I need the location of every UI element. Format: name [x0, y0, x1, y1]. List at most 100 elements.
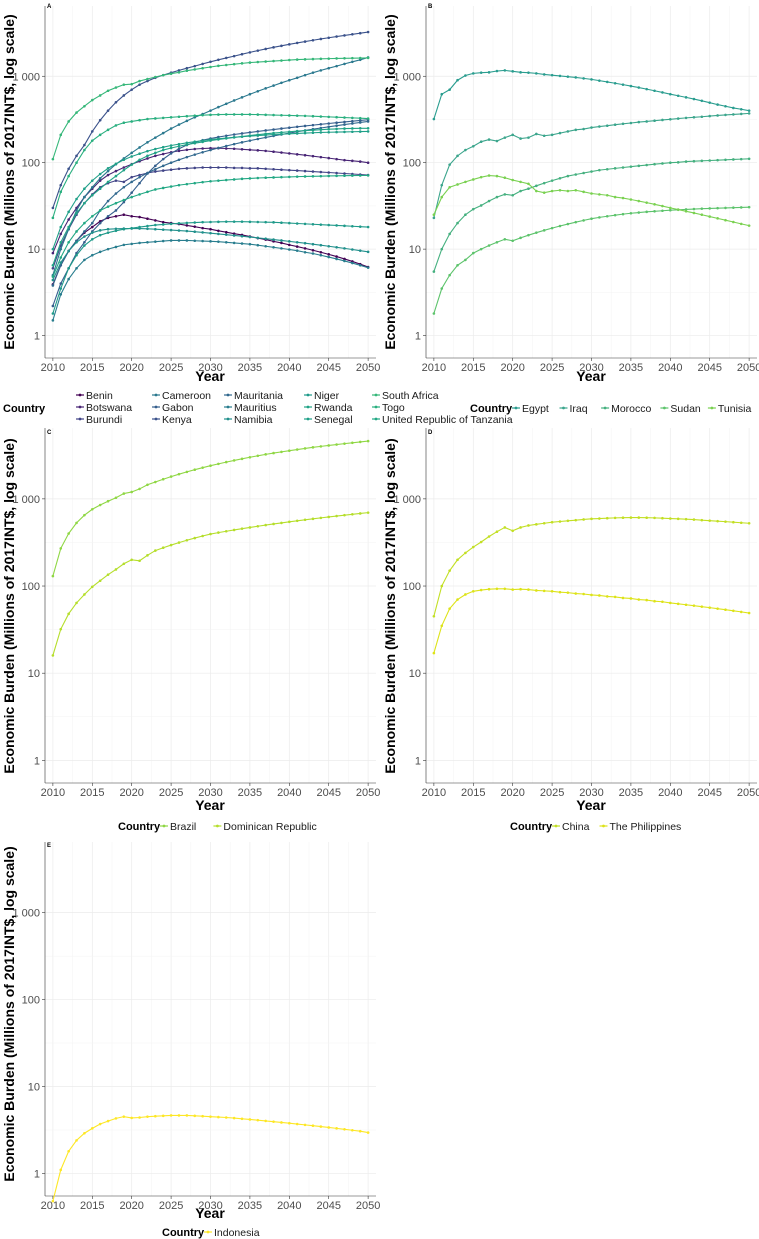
data-point — [471, 207, 475, 211]
x-tick-label: 2045 — [697, 362, 721, 374]
legend-key-point — [226, 417, 230, 421]
x-tick-label: 2045 — [697, 787, 721, 799]
data-point — [366, 161, 370, 164]
data-point — [366, 174, 370, 177]
data-point — [311, 128, 315, 132]
data-point — [511, 529, 514, 533]
data-point — [288, 152, 291, 155]
data-point — [90, 185, 94, 189]
data-point — [566, 189, 570, 193]
data-point — [138, 79, 141, 83]
data-point — [637, 164, 641, 168]
data-point — [582, 127, 585, 131]
data-point — [669, 517, 672, 520]
data-point — [83, 195, 86, 199]
data-point — [59, 627, 63, 631]
data-point — [59, 232, 63, 236]
legend-key-point — [306, 417, 310, 421]
data-point — [288, 168, 291, 172]
data-point — [747, 157, 751, 161]
data-point — [295, 222, 299, 225]
data-point — [542, 73, 546, 76]
data-point — [106, 1119, 110, 1123]
x-axis-title: Year — [195, 1205, 225, 1221]
data-point — [169, 1114, 173, 1117]
data-point — [566, 591, 570, 594]
legend-label: Rwanda — [314, 402, 353, 414]
data-point — [232, 1116, 236, 1120]
data-point — [248, 131, 252, 134]
data-point — [201, 166, 204, 169]
data-point — [456, 264, 459, 267]
data-point — [248, 51, 252, 54]
data-point — [67, 167, 70, 171]
data-point — [629, 198, 633, 201]
data-point — [327, 223, 331, 227]
data-point — [351, 119, 354, 123]
data-point — [280, 151, 283, 154]
data-point — [67, 532, 70, 535]
data-point — [590, 593, 593, 597]
data-point — [154, 227, 157, 231]
legend-key-point — [663, 406, 666, 410]
data-point — [201, 150, 204, 154]
data-point — [146, 483, 149, 487]
data-point — [224, 147, 228, 150]
data-point — [432, 270, 436, 273]
data-point — [669, 208, 672, 212]
data-point — [177, 144, 181, 148]
data-point — [527, 524, 530, 527]
data-point — [264, 113, 267, 117]
series-indonesia — [51, 1114, 370, 1203]
data-point — [146, 77, 149, 81]
data-point — [739, 157, 743, 161]
data-point — [684, 208, 688, 211]
data-point — [217, 229, 220, 233]
data-point — [248, 235, 252, 239]
data-point — [122, 180, 126, 184]
data-point — [319, 253, 323, 257]
data-point — [358, 116, 362, 120]
data-point — [311, 57, 315, 61]
data-point — [122, 166, 126, 169]
data-point — [75, 161, 78, 164]
data-point — [106, 214, 110, 218]
data-point — [692, 207, 696, 211]
x-tick-label: 2040 — [658, 787, 682, 799]
data-point — [343, 56, 346, 60]
data-point — [558, 520, 562, 523]
data-point — [358, 440, 362, 444]
data-point — [295, 114, 299, 117]
data-point — [209, 231, 212, 235]
data-point — [264, 129, 267, 132]
data-point — [75, 601, 78, 605]
data-point — [90, 231, 94, 234]
data-point — [319, 516, 323, 520]
data-point — [598, 216, 601, 219]
legend-title: Country — [470, 403, 513, 415]
data-point — [621, 122, 625, 126]
data-point — [327, 244, 331, 248]
data-point — [684, 209, 688, 213]
data-point — [201, 66, 204, 70]
legend-label: Mauritania — [234, 390, 283, 402]
x-tick-label: 2025 — [159, 362, 183, 374]
data-point — [319, 1125, 323, 1128]
data-point — [366, 130, 370, 133]
data-point — [732, 609, 735, 613]
data-point — [83, 148, 86, 152]
data-point — [138, 152, 141, 156]
data-point — [240, 135, 244, 138]
legend-key-point — [554, 824, 558, 828]
data-point — [366, 225, 370, 229]
data-point — [193, 166, 197, 170]
data-point — [295, 76, 299, 80]
data-point — [217, 1115, 220, 1119]
y-tick-label: 1 000 — [12, 494, 40, 506]
data-point — [288, 175, 291, 179]
data-point — [98, 229, 102, 232]
data-point — [154, 240, 157, 243]
legend-key-point — [710, 406, 714, 410]
data-point — [114, 162, 118, 166]
data-point — [295, 448, 299, 451]
